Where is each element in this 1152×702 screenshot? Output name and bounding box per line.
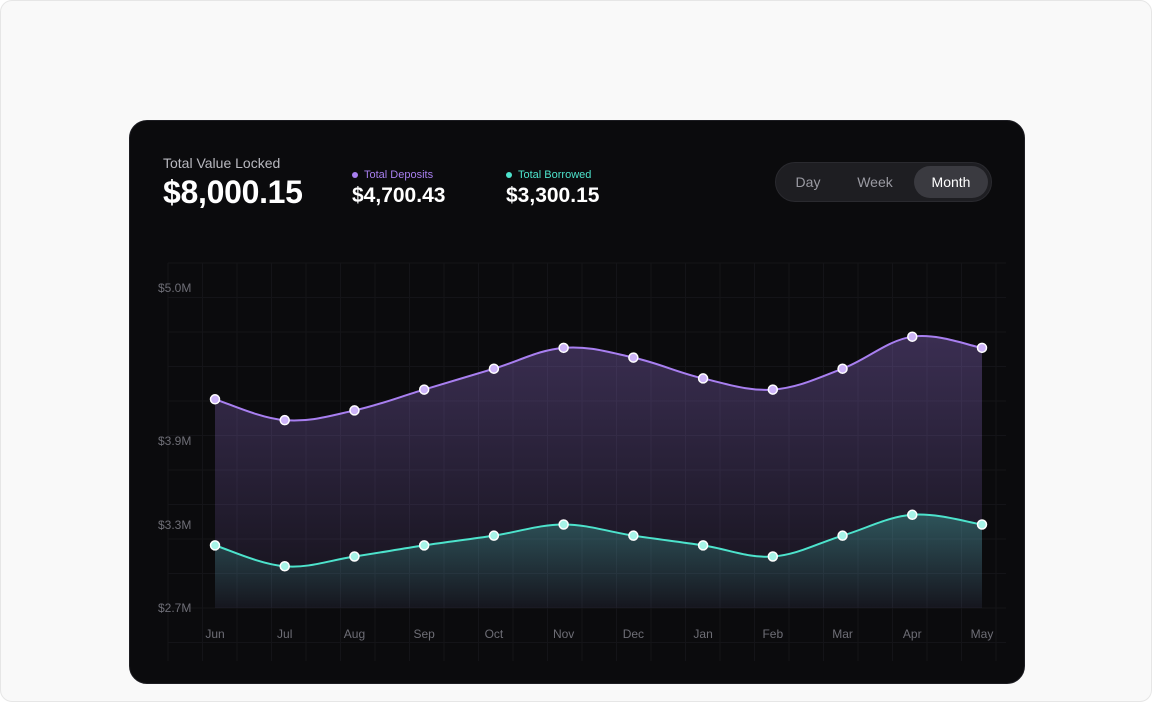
tvl-chart-card: Total Value Locked $8,000.15 Total Depos…: [129, 120, 1025, 684]
range-week-button[interactable]: Week: [857, 174, 893, 190]
deposits-label: Total Deposits: [364, 169, 434, 181]
y-tick-label: $2.7M: [158, 601, 191, 615]
x-tick-label: Mar: [832, 627, 853, 641]
deposits-line: [214, 335, 983, 422]
borrowed-point: [907, 509, 918, 521]
range-day-button[interactable]: Day: [795, 174, 821, 190]
deposits-point: [767, 384, 779, 395]
borrowed-area: [215, 514, 982, 608]
deposits-point: [488, 363, 500, 374]
deposits-point: [697, 373, 709, 384]
range-toggle: Day Week Month: [775, 162, 992, 202]
y-tick-label: $3.3M: [158, 518, 191, 532]
x-tick-label: Sep: [414, 627, 436, 641]
tvl-area-chart: $5.0M $3.9M $3.3M $2.7M Jun Jul Aug Sep Oct Nov De…: [158, 262, 1006, 661]
borrowed-point: [837, 530, 848, 541]
borrowed-point: [767, 551, 779, 562]
x-tick-label: Aug: [344, 627, 365, 641]
deposits-area: [215, 336, 982, 608]
x-tick-label: May: [971, 627, 994, 641]
borrowed-line: [214, 513, 983, 568]
deposits-point: [907, 331, 918, 342]
x-tick-label: Jan: [693, 627, 712, 641]
borrowed-point: [558, 519, 569, 530]
deposits-legend: Total Deposits: [352, 169, 433, 181]
borrowed-point: [418, 540, 430, 551]
deposits-point: [628, 352, 639, 363]
borrowed-point: [349, 551, 360, 562]
deposits-value: $4,700.43: [352, 184, 446, 207]
borrowed-point: [209, 540, 221, 551]
x-tick-label: Apr: [903, 627, 922, 641]
borrowed-point: [488, 530, 500, 541]
deposits-point: [209, 394, 221, 405]
borrowed-label: Total Borrowed: [518, 169, 592, 181]
x-tick-label: Oct: [485, 627, 504, 641]
tvl-label: Total Value Locked: [163, 155, 281, 171]
deposits-point: [837, 363, 848, 374]
y-tick-label: $3.9M: [158, 434, 191, 448]
deposits-point: [976, 342, 988, 354]
borrowed-dot-icon: [506, 172, 512, 178]
deposits-point: [349, 405, 360, 416]
borrowed-legend: Total Borrowed: [506, 169, 591, 181]
borrowed-point: [279, 561, 290, 572]
range-month-button[interactable]: Month: [914, 166, 988, 198]
y-tick-label: $5.0M: [158, 281, 191, 295]
x-tick-label: Jun: [205, 627, 224, 641]
borrowed-point: [976, 519, 988, 530]
borrowed-value: $3,300.15: [506, 184, 600, 207]
x-tick-label: Feb: [762, 627, 783, 641]
deposits-point: [279, 414, 290, 426]
borrowed-point: [628, 530, 639, 541]
borrowed-point: [697, 540, 709, 551]
deposits-dot-icon: [352, 172, 358, 178]
x-tick-label: Dec: [623, 627, 644, 641]
deposits-point: [558, 342, 569, 354]
deposits-point: [418, 384, 430, 395]
tvl-value: $8,000.15: [163, 174, 303, 210]
x-tick-label: Jul: [277, 627, 292, 641]
x-tick-label: Nov: [553, 627, 574, 641]
